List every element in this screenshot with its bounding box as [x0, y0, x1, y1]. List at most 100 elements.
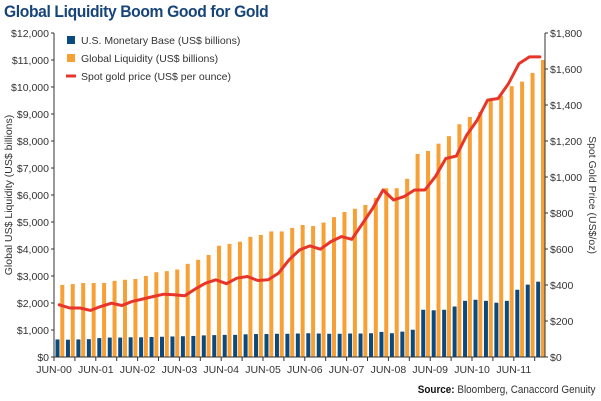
global-liquidity-bar	[70, 284, 75, 357]
global-liquidity-bar	[300, 224, 305, 357]
x-tick-label: JUN-07	[329, 364, 365, 376]
global-liquidity-bar	[415, 153, 420, 357]
monetary-base-bar	[264, 334, 269, 357]
global-liquidity-bar	[217, 245, 222, 357]
right-tick-label: $800	[550, 208, 574, 220]
monetary-base-bar	[222, 334, 227, 357]
global-liquidity-bar	[81, 283, 86, 357]
monetary-base-bar	[525, 284, 530, 357]
monetary-base-bar	[97, 338, 102, 357]
global-liquidity-bar	[91, 283, 96, 357]
global-liquidity-bar	[488, 101, 493, 357]
monetary-base-bar	[243, 334, 248, 357]
global-liquidity-bar	[279, 231, 284, 357]
monetary-base-bar	[452, 306, 457, 357]
legend-label-global-liquidity: Global Liquidity (US$ billions)	[81, 53, 218, 65]
monetary-base-bar	[191, 335, 196, 357]
monetary-base-bar	[170, 336, 175, 357]
monetary-base-bar	[431, 310, 436, 357]
monetary-base-bar	[379, 331, 384, 357]
global-liquidity-bar	[478, 111, 483, 357]
monetary-base-bar	[389, 333, 394, 357]
global-liquidity-bar	[133, 278, 138, 357]
right-tick-label: $0	[550, 352, 562, 364]
global-liquidity-bar	[394, 188, 399, 357]
global-liquidity-bar	[321, 222, 326, 357]
global-liquidity-bar	[373, 197, 378, 357]
global-liquidity-bar	[541, 60, 545, 357]
monetary-base-bar	[212, 335, 217, 357]
global-liquidity-bar	[227, 243, 232, 357]
monetary-base-bar	[421, 309, 426, 357]
monetary-base-bar	[494, 302, 499, 357]
monetary-base-bar	[254, 334, 259, 357]
monetary-base-bar	[337, 333, 342, 357]
x-tick-label: JUN-08	[371, 364, 407, 376]
x-tick-label: JUN-06	[287, 364, 323, 376]
monetary-base-bar	[463, 300, 468, 357]
global-liquidity-bar	[363, 204, 368, 357]
global-liquidity-bar	[196, 259, 201, 357]
left-tick-label: $4,000	[17, 244, 49, 256]
x-tick-label: JUN-10	[454, 364, 490, 376]
x-tick-label: JUN-03	[162, 364, 198, 376]
global-liquidity-bar	[352, 208, 357, 357]
right-tick-label: $1,600	[550, 64, 582, 76]
right-tick-label: $1,400	[550, 100, 582, 112]
x-tick-label: JUN-11	[496, 364, 531, 376]
global-liquidity-bar	[405, 178, 410, 357]
monetary-base-bar	[442, 309, 447, 357]
right-tick-label: $1,000	[550, 172, 582, 184]
legend-swatch-global-liquidity	[67, 54, 75, 62]
monetary-base-bar	[400, 331, 405, 357]
monetary-base-bar	[118, 337, 123, 357]
monetary-base-bar	[201, 335, 206, 357]
global-liquidity-bar	[509, 86, 514, 357]
monetary-base-bar	[410, 329, 415, 357]
global-liquidity-bar	[520, 81, 525, 357]
left-tick-label: $8,000	[17, 136, 49, 148]
monetary-base-bar	[149, 337, 154, 357]
monetary-base-bar	[285, 333, 290, 357]
monetary-base-bar	[369, 333, 373, 357]
legend-label-monetary-base: U.S. Monetary Base (US$ billions)	[81, 35, 240, 47]
global-liquidity-bar	[530, 72, 535, 358]
left-tick-label: $6,000	[17, 190, 49, 202]
monetary-base-bar	[65, 339, 70, 357]
global-liquidity-bar	[164, 271, 169, 357]
x-tick-label: JUN-02	[120, 364, 156, 376]
right-tick-label: $200	[550, 316, 574, 328]
global-liquidity-bar	[206, 254, 211, 357]
global-liquidity-bar	[185, 263, 190, 357]
global-liquidity-bar	[248, 236, 253, 357]
monetary-base-bar	[76, 339, 81, 357]
monetary-base-bar	[107, 337, 112, 357]
global-liquidity-bar	[467, 116, 472, 357]
monetary-base-bar	[160, 336, 164, 357]
right-tick-label: $1,200	[550, 136, 582, 148]
monetary-base-bar	[348, 333, 353, 357]
x-tick-label: JUN-05	[245, 364, 281, 376]
left-tick-label: $5,000	[17, 217, 49, 229]
global-liquidity-bar	[290, 227, 295, 357]
global-liquidity-bar	[332, 217, 336, 357]
left-tick-label: $10,000	[11, 82, 49, 94]
global-liquidity-bar	[143, 276, 148, 357]
left-tick-label: $11,000	[12, 55, 49, 67]
left-tick-label: $0	[37, 352, 49, 364]
x-tick-label: JUN-09	[412, 364, 448, 376]
monetary-base-bar	[327, 333, 332, 357]
monetary-base-bar	[473, 299, 478, 357]
right-tick-label: $600	[550, 244, 574, 256]
global-liquidity-bar	[102, 283, 107, 357]
monetary-base-bar	[295, 333, 300, 357]
global-liquidity-bar	[123, 279, 127, 357]
global-liquidity-bar	[446, 136, 451, 357]
global-liquidity-bar	[60, 284, 65, 357]
global-liquidity-bar	[269, 231, 274, 357]
left-tick-label: $12,000	[11, 28, 49, 40]
global-liquidity-bar	[342, 212, 347, 357]
global-liquidity-bar	[426, 150, 431, 357]
monetary-base-bar	[86, 339, 91, 357]
legend-swatch-monetary-base	[67, 36, 75, 44]
